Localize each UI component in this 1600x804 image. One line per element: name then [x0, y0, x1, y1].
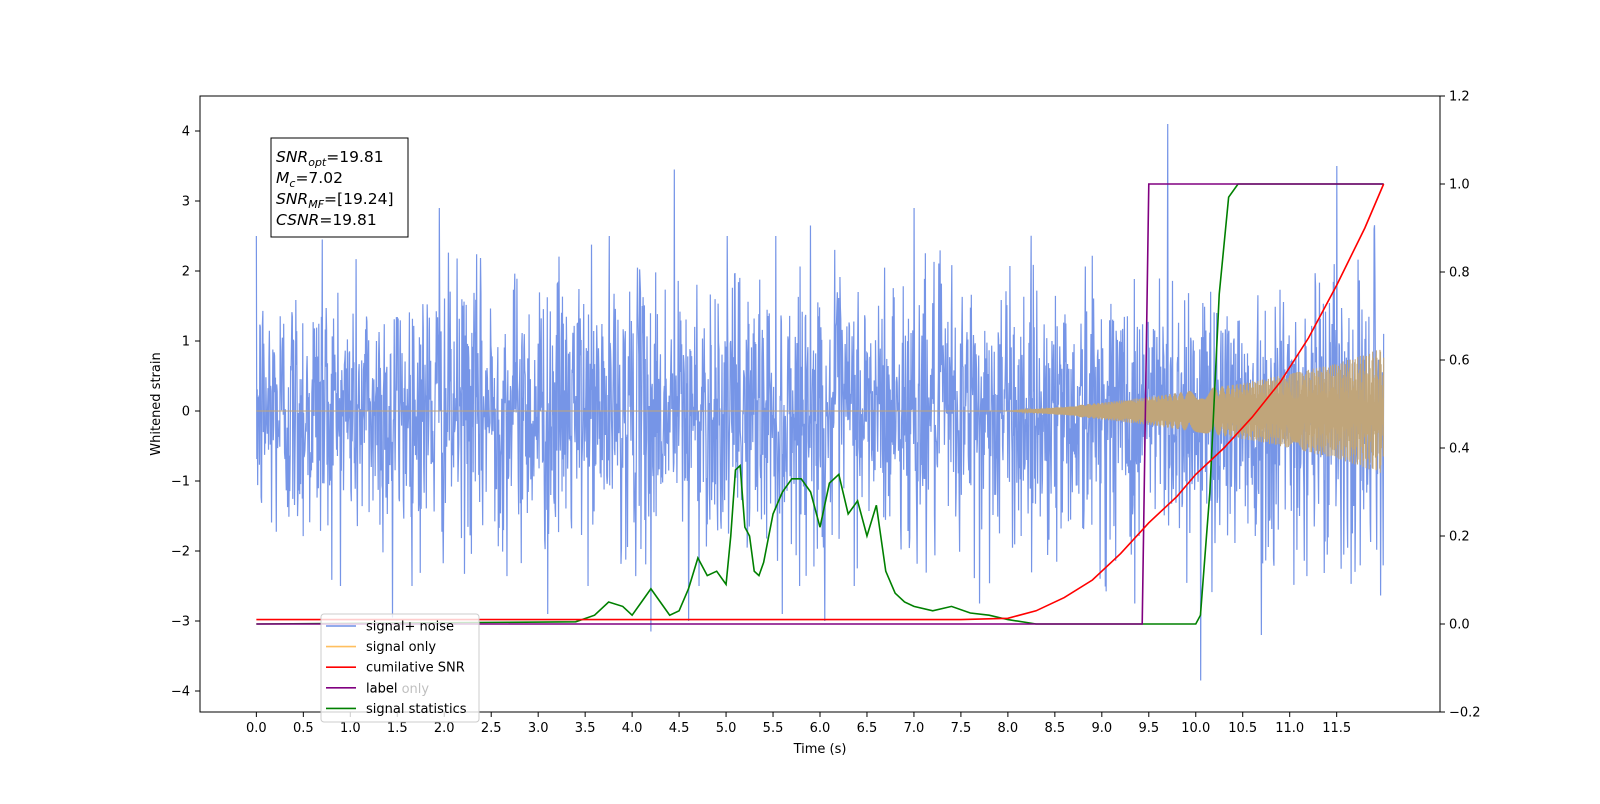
x-tick-label: 7.5 [951, 721, 972, 736]
x-tick-label: 5.0 [716, 721, 737, 736]
annotation-frame [270, 137, 409, 238]
x-tick-label: 6.5 [857, 721, 878, 736]
x-tick-label: 3.0 [528, 721, 549, 736]
x-tick-label: 2.5 [481, 721, 502, 736]
x-tick-label: 1.5 [387, 721, 408, 736]
legend-entry-label: signal+ noise [366, 620, 454, 635]
x-tick-label: 7.0 [904, 721, 925, 736]
x-tick-label: 2.0 [434, 721, 455, 736]
x-tick-label: 1.0 [340, 721, 361, 736]
x-tick-label: 11.5 [1322, 721, 1351, 736]
y-tick-label: −3 [171, 615, 190, 630]
annotation-line: SNRMF=[19.24] [276, 190, 394, 211]
y-tick-label: −2 [171, 545, 190, 560]
legend-entry-label-ghost: label only [366, 682, 429, 697]
x-tick-label: 9.0 [1091, 721, 1112, 736]
x-tick-label: 4.5 [669, 721, 690, 736]
y2-tick-label: −0.2 [1449, 706, 1481, 721]
legend-frame [320, 613, 480, 723]
legend-entry-label: signal only [366, 640, 436, 655]
legend-entry-label: signal statistics [366, 702, 467, 717]
series-label [256, 183, 1384, 625]
x-tick-label: 4.0 [622, 721, 643, 736]
x-tick-label: 0.0 [246, 721, 267, 736]
x-tick-label: 6.0 [810, 721, 831, 736]
y-tick-label: −4 [171, 685, 190, 700]
y-tick-label: 1 [182, 335, 190, 350]
y2-tick-label: 0.2 [1449, 530, 1470, 545]
y2-tick-label: 0.6 [1449, 354, 1470, 369]
y-tick-label: −1 [171, 475, 190, 490]
x-tick-label: 8.5 [1045, 721, 1066, 736]
y2-tick-label: 0.0 [1449, 618, 1470, 633]
x-tick-label: 5.5 [763, 721, 784, 736]
y-axis-label: Whitened strain [149, 352, 164, 455]
legend-entry-label: cumilative SNR [366, 661, 465, 676]
y-tick-label: 0 [182, 405, 190, 420]
annotation-line: SNRopt=19.81 [276, 148, 384, 169]
x-tick-label: 8.0 [998, 721, 1019, 736]
y2-tick-label: 0.4 [1449, 442, 1470, 457]
x-tick-label: 11.0 [1275, 721, 1304, 736]
series-signal-only [256, 349, 1385, 473]
y2-tick-label: 1.0 [1449, 178, 1470, 193]
stats-annotation-box: SNRopt=19.81Mc=7.02SNRMF=[19.24]CSNR=19.… [270, 137, 409, 238]
y-tick-label: 3 [182, 195, 190, 210]
x-axis-label: Time (s) [793, 742, 847, 757]
y2-tick-label: 1.2 [1449, 90, 1470, 105]
annotation-line: CSNR=19.81 [276, 211, 377, 229]
x-tick-label: 0.5 [293, 721, 314, 736]
x-tick-label: 10.0 [1181, 721, 1210, 736]
legend: signal+ noise signal only cumilative SNR la… [320, 613, 480, 723]
series-cumulative-snr [256, 183, 1385, 621]
x-tick-label: 9.5 [1138, 721, 1159, 736]
axis-ticks: 0.0 0.5 1.0 1.5 2.0 2.5 3.0 3.5 4.0 4.5 5.0 5.5 6.0 6… [171, 90, 1481, 737]
y-tick-label: 2 [182, 265, 190, 280]
annotation-line: Mc=7.02 [276, 169, 343, 190]
plot-area [255, 123, 1385, 681]
y2-tick-label: 0.8 [1449, 266, 1470, 281]
x-tick-label: 3.5 [575, 721, 596, 736]
x-tick-label: 10.5 [1228, 721, 1257, 736]
legend-entry-label: label [366, 681, 397, 696]
y-tick-label: 4 [182, 125, 190, 140]
